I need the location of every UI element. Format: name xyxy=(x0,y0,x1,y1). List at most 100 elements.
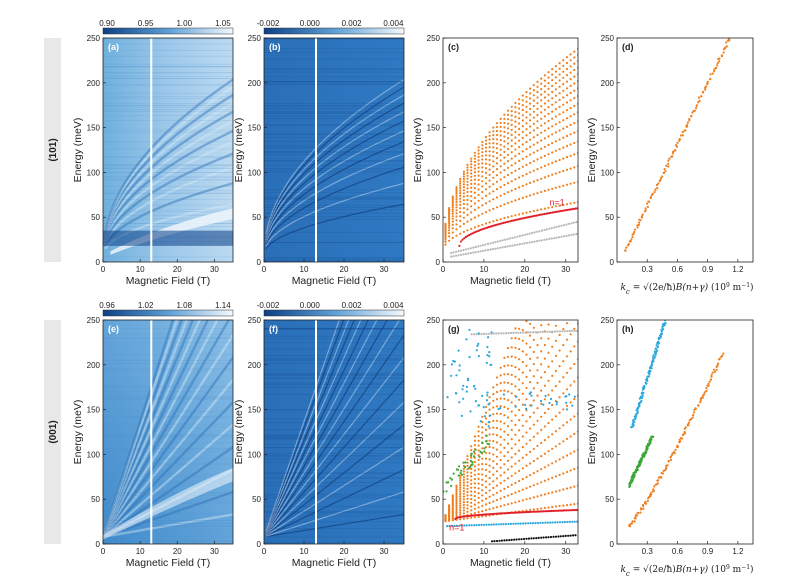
scatter-point-gray xyxy=(538,239,541,242)
scatter-point-orange xyxy=(506,433,510,436)
scatter-point-red xyxy=(574,207,577,210)
scatter-point-orange xyxy=(510,373,513,376)
scatter-point-blue xyxy=(645,382,648,385)
scatter-point-blue xyxy=(546,521,549,524)
scatter-point-orange xyxy=(536,356,539,359)
y-tick-label: 0 xyxy=(257,540,262,549)
scatter-point-orange xyxy=(459,225,462,228)
scatter-point-orange xyxy=(473,507,476,510)
scatter-point-orange xyxy=(499,143,502,146)
scatter-point-orange xyxy=(466,477,469,481)
scatter-point-orange xyxy=(514,120,517,123)
scatter-point-orange xyxy=(547,87,550,90)
scatter-point-orange xyxy=(492,419,495,422)
scatter-point-orange xyxy=(657,182,660,185)
y-tick-label: 250 xyxy=(248,34,262,43)
scatter-point-orange xyxy=(720,54,723,57)
scatter-point-gray xyxy=(487,332,490,335)
plot-area xyxy=(617,320,753,544)
scatter-point-orange xyxy=(506,503,510,506)
scatter-point-orange xyxy=(551,374,554,377)
scatter-point-orange xyxy=(659,178,662,182)
scatter-point-orange xyxy=(484,194,488,197)
x-tick-label: 20 xyxy=(173,547,182,556)
scatter-point-orange xyxy=(543,74,547,77)
scatter-point-orange xyxy=(554,505,558,508)
scatter-point-orange xyxy=(529,87,532,90)
scatter-point-orange xyxy=(481,478,484,481)
colorbar-tick-label: 1.02 xyxy=(138,301,154,310)
scatter-point-orange xyxy=(648,200,651,203)
scatter-point-gray xyxy=(536,331,540,334)
scatter-point-blue xyxy=(457,349,460,352)
scatter-point-red xyxy=(518,511,521,514)
scatter-point-orange xyxy=(477,430,480,433)
scatter-point-orange xyxy=(462,498,465,501)
scatter-point-orange xyxy=(459,197,462,200)
scatter-point-orange xyxy=(477,510,480,514)
scatter-point-orange xyxy=(488,483,491,486)
scatter-point-blue xyxy=(453,524,456,527)
scatter-point-orange xyxy=(558,158,561,162)
scatter-point-orange xyxy=(503,455,506,458)
scatter-point-blue xyxy=(474,400,477,403)
scatter-point-orange xyxy=(529,485,532,488)
scatter-point-orange xyxy=(462,183,465,186)
scatter-point-orange xyxy=(644,207,647,210)
scatter-point-gray xyxy=(528,241,531,244)
scatter-point-orange xyxy=(653,190,656,194)
scatter-point-orange xyxy=(709,73,712,76)
scatter-point-blue xyxy=(448,524,451,528)
scatter-point-green xyxy=(472,455,476,458)
scatter-point-orange xyxy=(562,103,565,106)
scatter-point-orange xyxy=(543,102,547,105)
scatter-point-red xyxy=(560,509,563,512)
scatter-point-gray xyxy=(485,332,488,335)
scatter-point-orange xyxy=(569,53,572,56)
scatter-point-orange xyxy=(470,205,473,208)
colorbar-tick-label: 0.90 xyxy=(99,19,115,28)
heatmap-fan-line xyxy=(265,320,350,532)
x-tick-label: 20 xyxy=(173,265,182,274)
y-tick-label: 50 xyxy=(252,495,261,504)
scatter-point-orange xyxy=(529,334,532,337)
scatter-point-red xyxy=(473,514,476,517)
scatter-point-orange xyxy=(499,505,502,508)
scatter-point-orange xyxy=(661,175,664,178)
scatter-point-orange xyxy=(529,119,532,122)
y-tick-label: 150 xyxy=(601,124,615,133)
scatter-point-orange xyxy=(518,117,521,120)
scatter-point-blue xyxy=(485,523,488,526)
scatter-point-orange xyxy=(462,170,465,173)
scatter-point-orange xyxy=(569,154,572,157)
scatter-point-orange xyxy=(514,106,517,109)
scatter-point-orange xyxy=(636,226,639,229)
scatter-point-orange xyxy=(492,440,495,443)
scatter-point-orange xyxy=(518,398,521,401)
scatter-point-orange xyxy=(518,419,521,422)
scatter-point-gray xyxy=(560,224,563,227)
scatter-point-gray xyxy=(567,222,571,225)
scatter-point-red xyxy=(542,510,545,513)
scatter-point-orange xyxy=(532,423,535,426)
scatter-point-black xyxy=(574,534,577,537)
scatter-point-orange xyxy=(477,188,480,191)
scatter-point-orange xyxy=(503,192,506,195)
scatter-point-orange xyxy=(470,445,473,448)
scatter-point-orange xyxy=(510,502,513,505)
scatter-point-orange xyxy=(692,411,696,414)
x-tick-label: 30 xyxy=(561,265,570,274)
scatter-point-orange xyxy=(466,177,469,180)
scatter-point-blue xyxy=(458,524,461,527)
scatter-point-orange xyxy=(569,182,572,185)
scatter-point-orange xyxy=(562,424,565,427)
scatter-point-orange xyxy=(484,188,488,191)
scatter-point-orange xyxy=(644,209,647,212)
scatter-point-orange xyxy=(551,68,554,71)
scatter-point-orange xyxy=(525,420,528,423)
scatter-point-orange xyxy=(499,121,502,124)
heatmap-fan-line xyxy=(103,334,233,535)
scatter-point-orange xyxy=(492,183,495,186)
scatter-point-orange xyxy=(543,176,547,179)
scatter-point-gray xyxy=(509,244,512,248)
